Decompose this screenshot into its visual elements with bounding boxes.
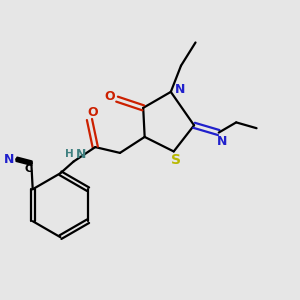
Text: H: H — [65, 149, 74, 159]
Text: N: N — [4, 153, 14, 166]
Text: S: S — [171, 153, 181, 167]
Text: N: N — [76, 148, 87, 161]
Text: N: N — [217, 135, 227, 148]
Text: N: N — [175, 83, 185, 96]
Text: O: O — [104, 90, 115, 103]
Text: C: C — [24, 164, 32, 175]
Text: O: O — [87, 106, 98, 119]
